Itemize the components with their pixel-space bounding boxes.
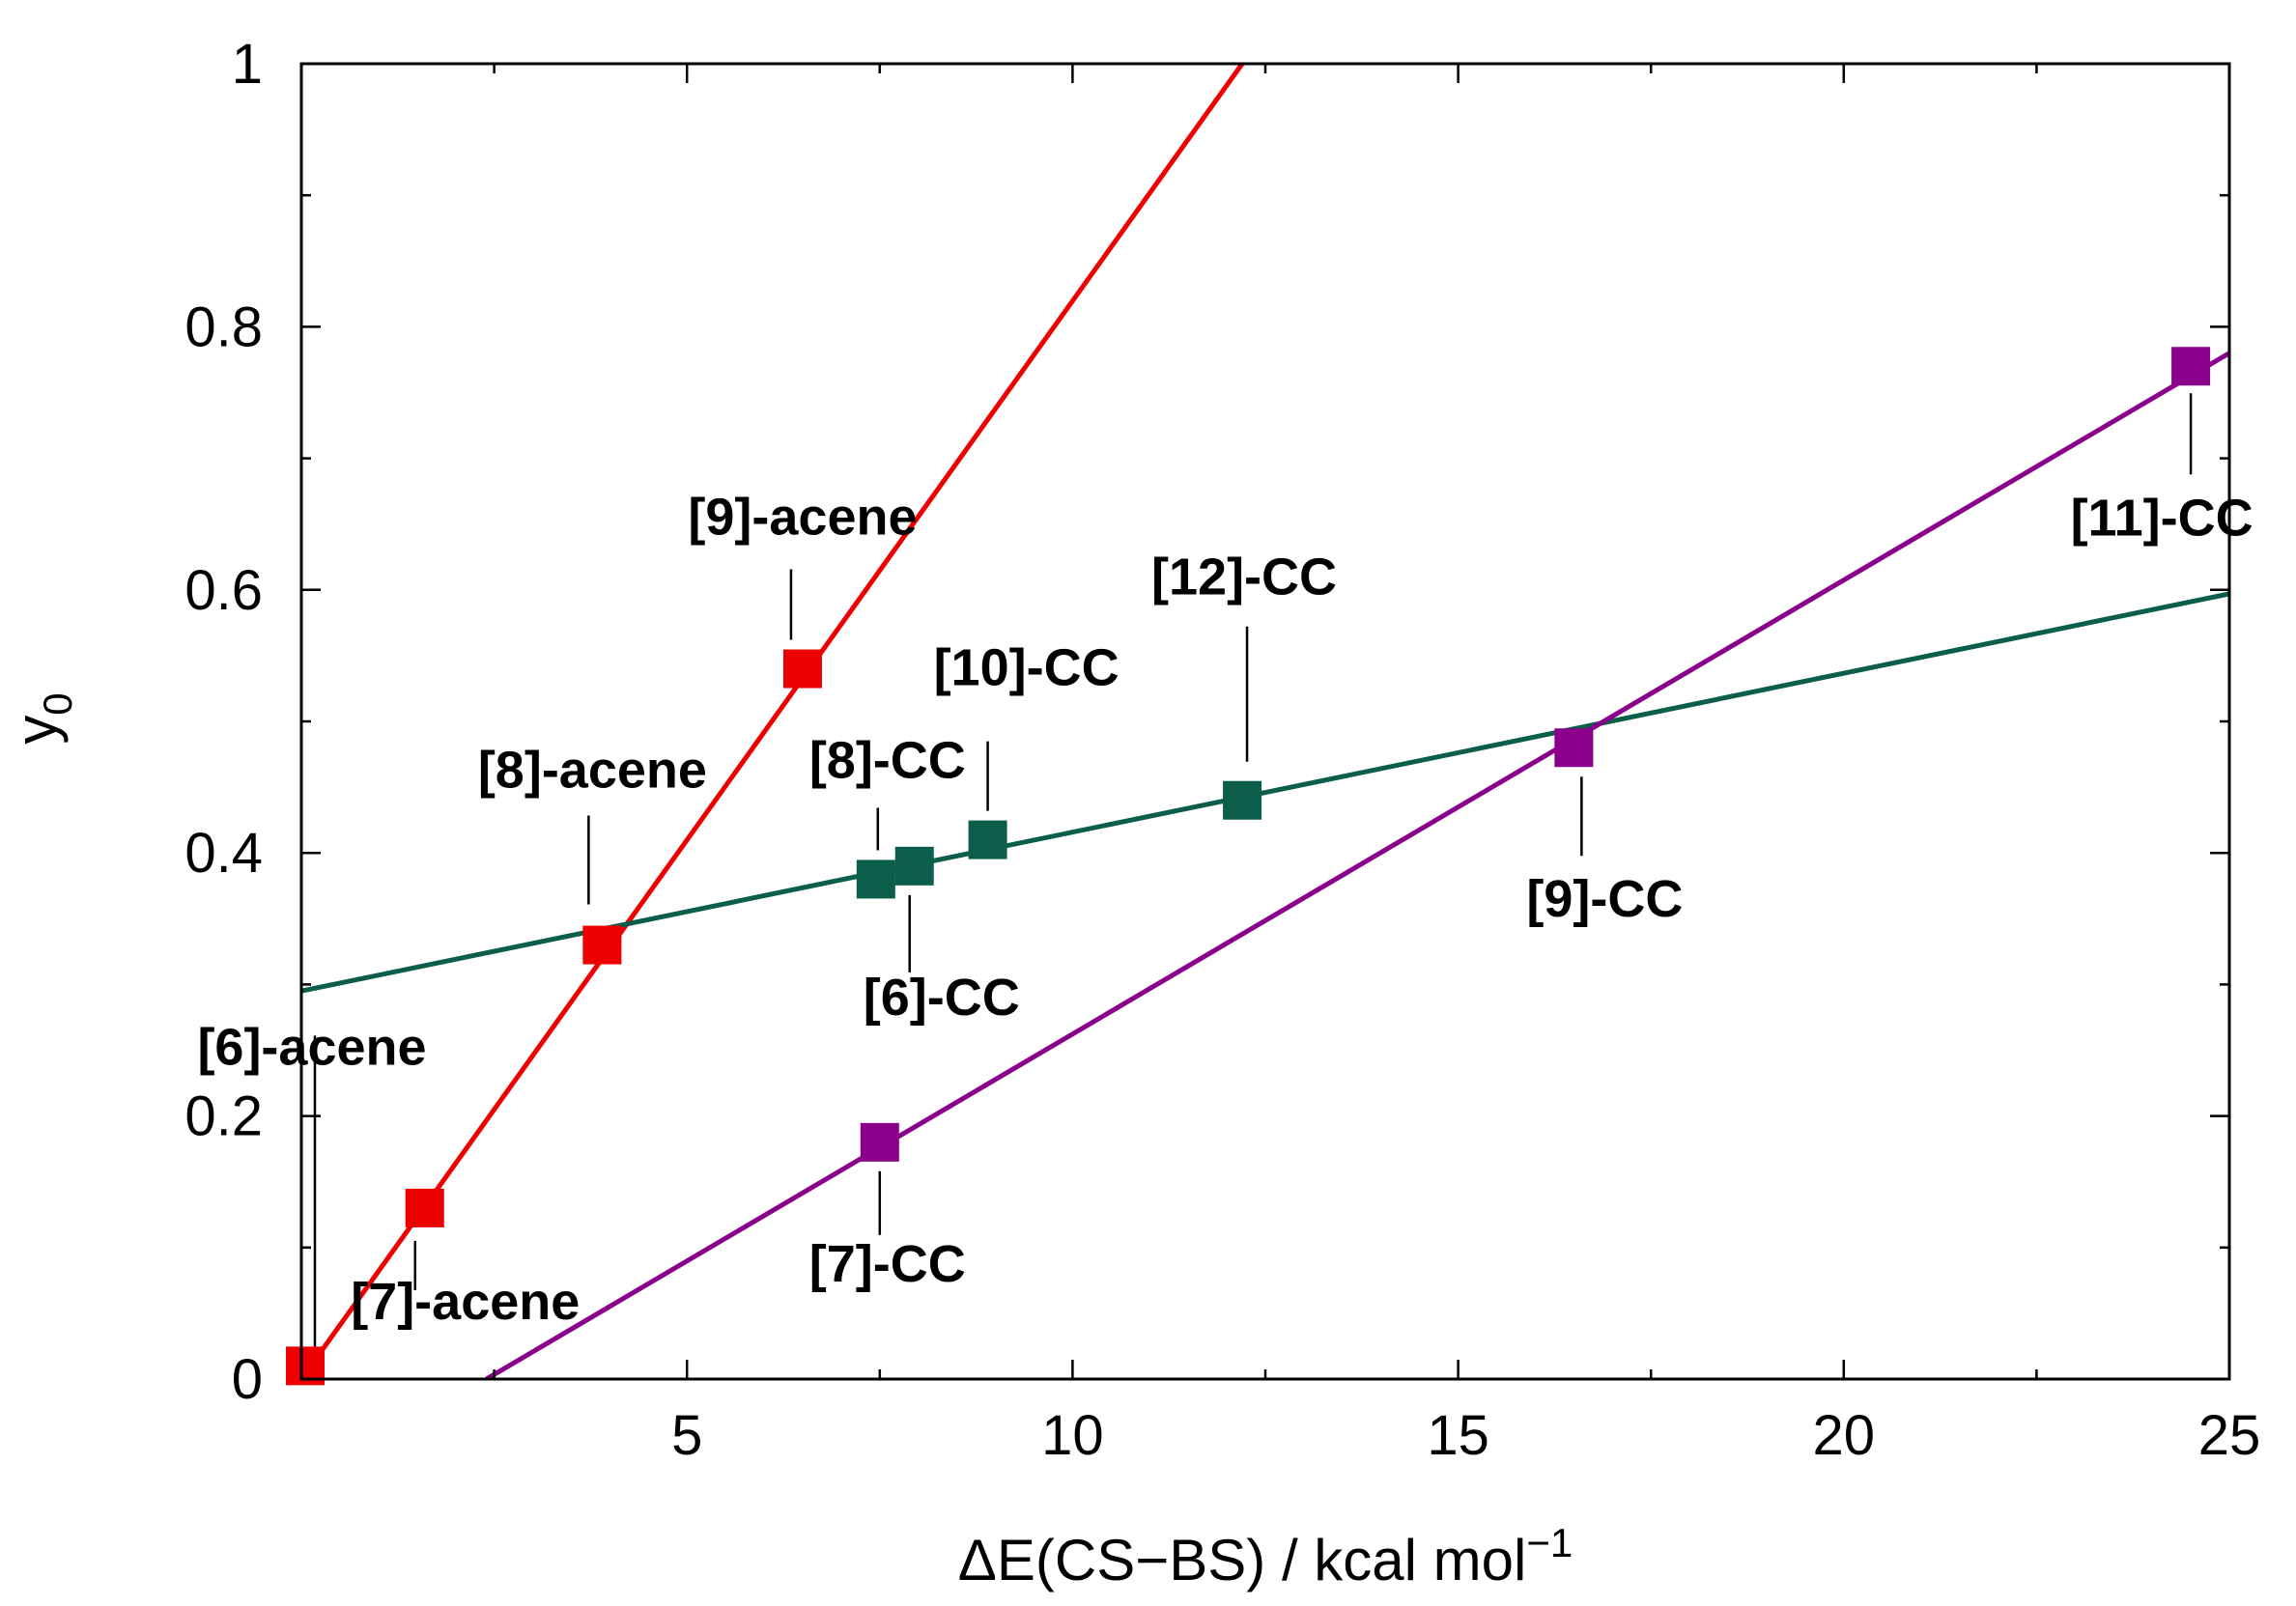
point-label: [12]-CC	[1151, 549, 1337, 606]
y-tick-label: 0.6	[184, 559, 263, 622]
plot-frame	[299, 62, 2231, 1381]
y-tick-label: 0.4	[184, 822, 263, 885]
fit-line	[301, 64, 1245, 1379]
point-label: [6]-acene	[197, 1018, 426, 1076]
data-point	[894, 846, 934, 886]
point-label: [8]-acene	[478, 742, 707, 800]
point-label: [8]-CC	[809, 731, 966, 789]
axis-ticks	[299, 62, 2231, 1381]
data-points	[285, 347, 2211, 1386]
fit-lines	[301, 64, 2229, 1379]
x-tick-label: 25	[2198, 1404, 2261, 1467]
data-point	[1554, 728, 1594, 768]
data-point	[856, 859, 895, 899]
data-point	[1223, 780, 1262, 820]
y-tick-label: 0.8	[184, 296, 263, 358]
fit-line	[485, 351, 2229, 1379]
point-label: [6]-CC	[864, 969, 1020, 1027]
fit-line	[301, 591, 2229, 994]
data-point	[860, 1122, 899, 1162]
label-leader-lines	[313, 393, 2193, 1347]
y-tick-label: 1	[232, 33, 263, 96]
x-tick-label: 5	[671, 1404, 702, 1467]
x-tick-label: 10	[1041, 1404, 1104, 1467]
point-label: [11]-CC	[2071, 489, 2253, 547]
point-label: [9]-CC	[1526, 870, 1683, 928]
data-point	[405, 1188, 444, 1227]
y-axis-title: y0	[4, 692, 80, 744]
data-point	[968, 820, 1007, 859]
data-point	[2171, 347, 2211, 386]
y-tick-label: 0	[232, 1348, 263, 1411]
point-label: [9]-acene	[688, 489, 917, 547]
point-labels: [6]-acene [7]-acene [8]-acene [9]-acene [8]-…	[197, 489, 2253, 1331]
point-label: [7]-acene	[351, 1273, 580, 1331]
x-tick-label: 20	[1813, 1404, 1876, 1467]
x-tick-label: 15	[1427, 1404, 1489, 1467]
point-label: [7]-CC	[809, 1235, 966, 1293]
axis-tick-labels: 5 10 15 20 25 0 0.2 0.4 0.6 0.8 1	[184, 33, 2260, 1467]
point-label: [10]-CC	[934, 639, 1120, 697]
x-axis-title: ΔE(CS−BS) / kcal mol−1	[958, 1520, 1573, 1592]
data-point	[782, 649, 822, 689]
y-tick-label: 0.2	[184, 1085, 263, 1148]
data-point	[582, 925, 622, 965]
